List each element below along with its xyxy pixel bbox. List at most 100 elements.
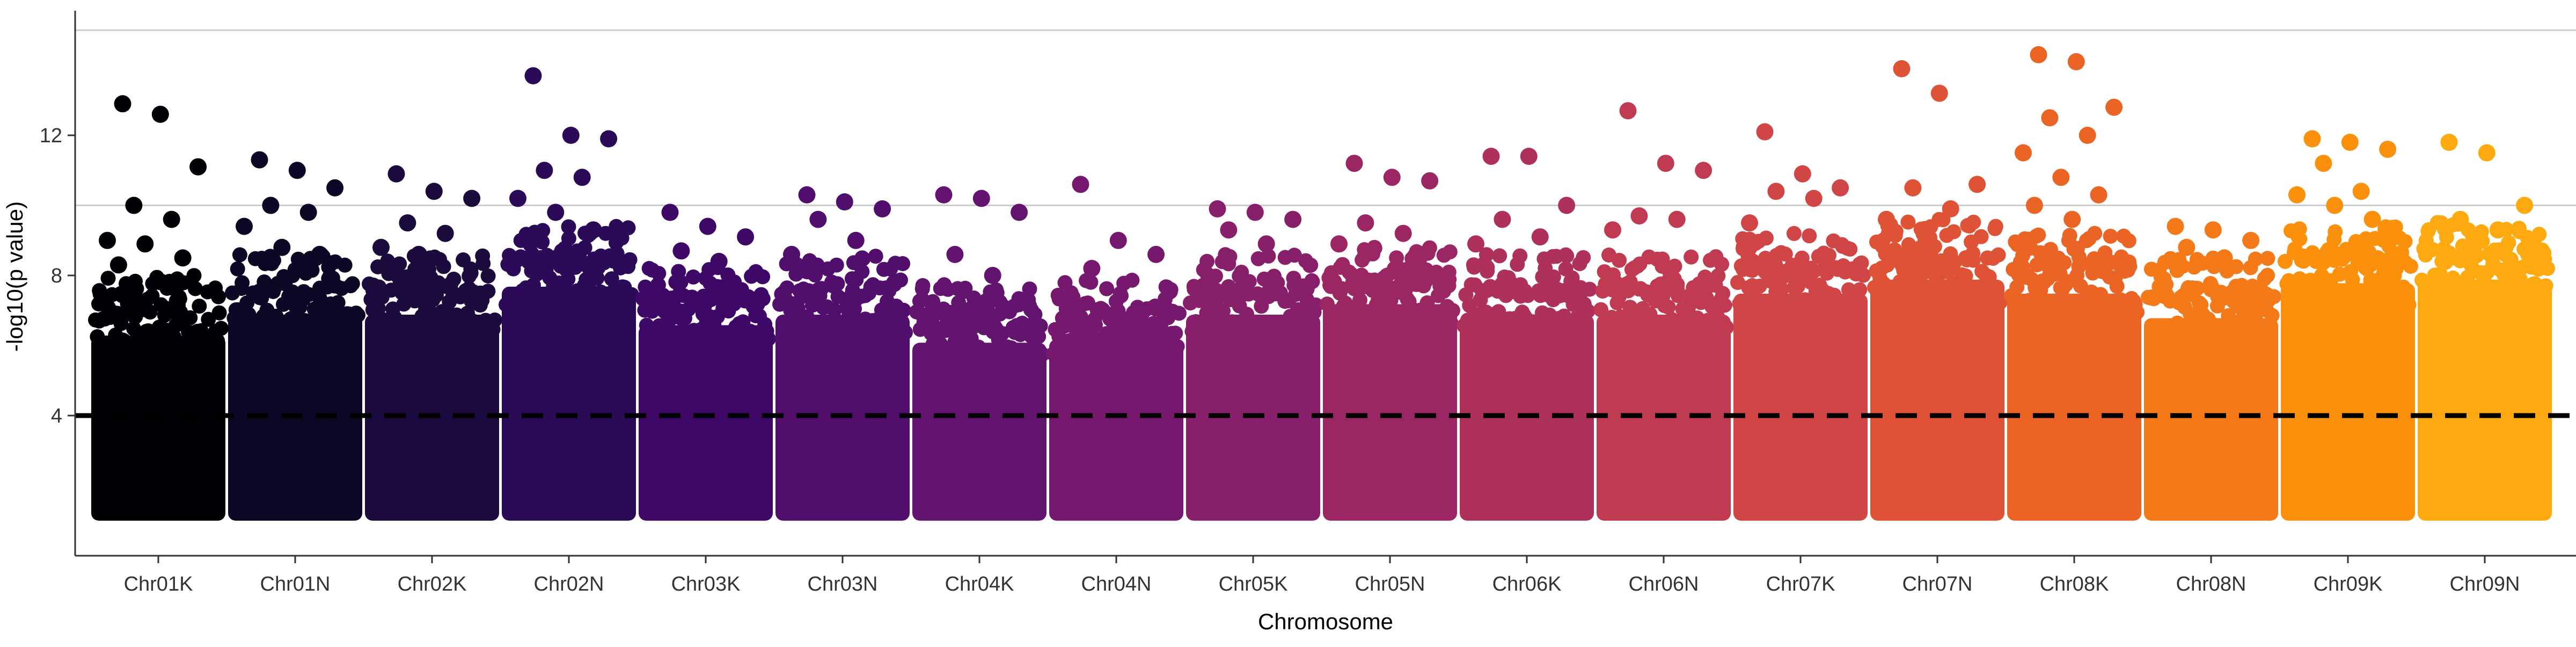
data-point bbox=[1353, 269, 1368, 284]
data-point bbox=[2222, 312, 2238, 328]
data-point bbox=[1981, 269, 1997, 285]
peak-point bbox=[1531, 228, 1549, 246]
data-point bbox=[1697, 270, 1713, 285]
series-chr07n bbox=[1867, 60, 2008, 521]
peak-point bbox=[547, 203, 565, 221]
data-point bbox=[1958, 268, 1973, 283]
data-point bbox=[1355, 252, 1370, 268]
data-point bbox=[2085, 265, 2101, 281]
data-point bbox=[186, 268, 202, 283]
peak-point bbox=[1209, 200, 1226, 217]
data-point bbox=[2379, 301, 2395, 316]
data-point bbox=[1277, 250, 1293, 265]
data-point bbox=[617, 256, 632, 271]
x-tick-label: Chr04N bbox=[1081, 573, 1152, 595]
data-point bbox=[1931, 212, 1947, 227]
peak-point bbox=[2352, 183, 2370, 200]
data-point bbox=[1598, 277, 1613, 292]
peak-point bbox=[562, 127, 580, 144]
data-point bbox=[172, 291, 187, 307]
data-point bbox=[2460, 270, 2475, 285]
peak-point bbox=[1345, 155, 1363, 172]
peak-point bbox=[163, 210, 180, 228]
data-point bbox=[573, 243, 588, 259]
peak-point bbox=[2326, 197, 2344, 214]
data-point bbox=[1217, 325, 1233, 341]
x-tick-label: Chr09K bbox=[2314, 573, 2383, 595]
data-point bbox=[2259, 287, 2274, 302]
data-point bbox=[350, 307, 365, 323]
peak-point bbox=[1942, 200, 1959, 217]
data-point bbox=[371, 279, 387, 295]
data-point bbox=[127, 309, 143, 325]
data-point bbox=[1811, 249, 1826, 264]
series-chr01n bbox=[225, 151, 365, 521]
data-point bbox=[560, 271, 576, 287]
peak-point bbox=[1482, 148, 1500, 165]
data-point bbox=[1165, 303, 1180, 319]
data-point bbox=[1901, 237, 1916, 252]
data-point bbox=[645, 262, 660, 278]
data-point bbox=[2419, 242, 2434, 258]
point-cluster bbox=[2007, 293, 2141, 521]
x-tick-label: Chr07K bbox=[1766, 573, 1835, 595]
data-point bbox=[129, 281, 144, 296]
peak-point bbox=[109, 256, 127, 274]
data-point bbox=[540, 256, 556, 271]
data-point bbox=[321, 271, 336, 286]
point-cluster bbox=[1733, 293, 1868, 521]
data-point bbox=[1498, 288, 1514, 303]
peak-point bbox=[2063, 210, 2081, 228]
peak-point bbox=[2341, 134, 2359, 151]
peak-point bbox=[1968, 176, 1986, 193]
peak-point bbox=[114, 95, 131, 113]
data-points bbox=[88, 46, 2555, 521]
data-point bbox=[1549, 249, 1564, 264]
data-point bbox=[2396, 279, 2411, 295]
data-point bbox=[502, 248, 517, 263]
data-point bbox=[1784, 258, 1800, 273]
data-point bbox=[1933, 278, 1948, 293]
data-point bbox=[2186, 325, 2201, 340]
data-point bbox=[838, 323, 853, 338]
peak-point bbox=[1619, 102, 1637, 120]
data-point bbox=[940, 282, 956, 297]
data-point bbox=[1235, 277, 1250, 292]
data-point bbox=[1398, 262, 1414, 278]
data-point bbox=[104, 287, 120, 302]
data-point bbox=[980, 308, 996, 324]
peak-point bbox=[236, 217, 253, 235]
peak-point bbox=[1011, 203, 1028, 221]
peak-point bbox=[288, 162, 306, 179]
data-point bbox=[2257, 271, 2272, 286]
data-point bbox=[133, 294, 149, 309]
data-point bbox=[142, 304, 158, 320]
data-point bbox=[2081, 231, 2097, 246]
data-point bbox=[2401, 297, 2417, 312]
data-point bbox=[2360, 253, 2376, 269]
peak-point bbox=[1467, 235, 1484, 253]
data-point bbox=[2326, 253, 2342, 268]
data-point bbox=[2388, 219, 2403, 235]
y-tick-label: 8 bbox=[51, 265, 62, 287]
x-tick-label: Chr07N bbox=[1902, 573, 1973, 595]
data-point bbox=[624, 287, 639, 302]
data-point bbox=[100, 271, 116, 286]
peak-point bbox=[524, 67, 542, 85]
data-point bbox=[1576, 250, 1591, 265]
series-chr05k bbox=[1183, 200, 1323, 521]
data-point bbox=[1993, 294, 2008, 310]
series-chr05n bbox=[1320, 155, 1460, 521]
peak-point bbox=[1421, 172, 1439, 190]
x-tick-label: Chr02N bbox=[534, 573, 604, 595]
data-point bbox=[896, 302, 911, 318]
data-point bbox=[1195, 281, 1210, 296]
peak-point bbox=[737, 228, 755, 246]
data-point bbox=[2129, 304, 2145, 320]
peak-point bbox=[1394, 224, 1412, 242]
data-point bbox=[1578, 326, 1594, 342]
peak-point bbox=[2451, 210, 2469, 228]
data-point bbox=[639, 286, 654, 301]
peak-point bbox=[387, 165, 405, 183]
data-point bbox=[1442, 244, 1458, 260]
